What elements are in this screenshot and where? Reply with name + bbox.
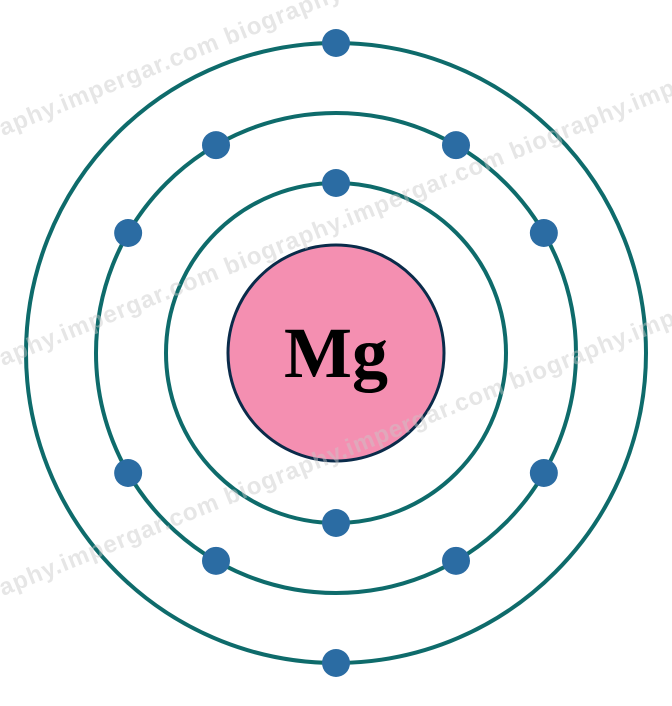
electron-shell2-7 (442, 547, 470, 575)
electron-shell2-8 (530, 459, 558, 487)
electron-shell1-1 (322, 169, 350, 197)
electron-shell3-2 (322, 649, 350, 677)
electron-shell2-5 (114, 459, 142, 487)
electron-shell2-1 (530, 219, 558, 247)
electron-shell2-2 (442, 131, 470, 159)
electron-shell3-1 (322, 29, 350, 57)
nucleus-label: Mg (284, 313, 388, 393)
electron-shell2-3 (202, 131, 230, 159)
electron-shell2-4 (114, 219, 142, 247)
bohr-diagram: Mg (0, 0, 672, 706)
electron-shell2-6 (202, 547, 230, 575)
electron-shell1-2 (322, 509, 350, 537)
